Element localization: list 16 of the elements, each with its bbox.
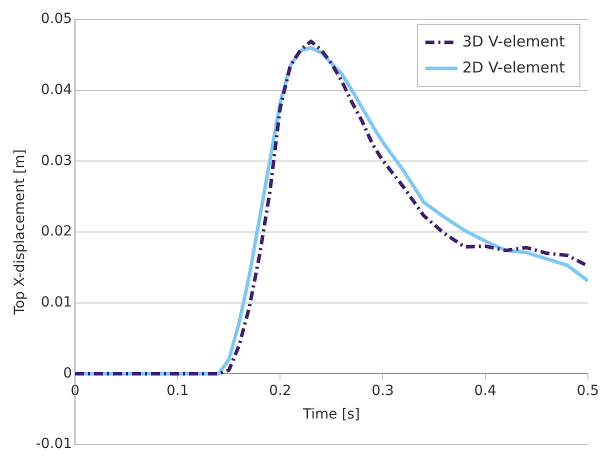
y-tick-label: 0.01 <box>40 294 72 311</box>
x-tick-label: 0.2 <box>269 382 292 399</box>
x-tick-label: 0.4 <box>474 382 497 399</box>
y-tick-label: 0.04 <box>40 82 72 98</box>
y-tick-label: 0.03 <box>40 152 72 169</box>
x-tick-label: 0.5 <box>576 382 599 399</box>
legend-label: 3D V-element <box>462 32 565 50</box>
x-axis-title: Time [s] <box>302 406 360 423</box>
y-tick-label: 0.02 <box>40 224 72 240</box>
y-tick-label: 0.05 <box>40 11 72 28</box>
legend-label: 2D V-element <box>462 58 565 76</box>
x-tick-label: 0.1 <box>166 382 189 399</box>
y-tick-label: 0 <box>63 365 72 382</box>
y-tick-label: -0.01 <box>36 436 72 452</box>
x-tick-label: 0.3 <box>372 382 394 399</box>
y-axis-title: Top X-displacement [m] <box>12 149 28 316</box>
